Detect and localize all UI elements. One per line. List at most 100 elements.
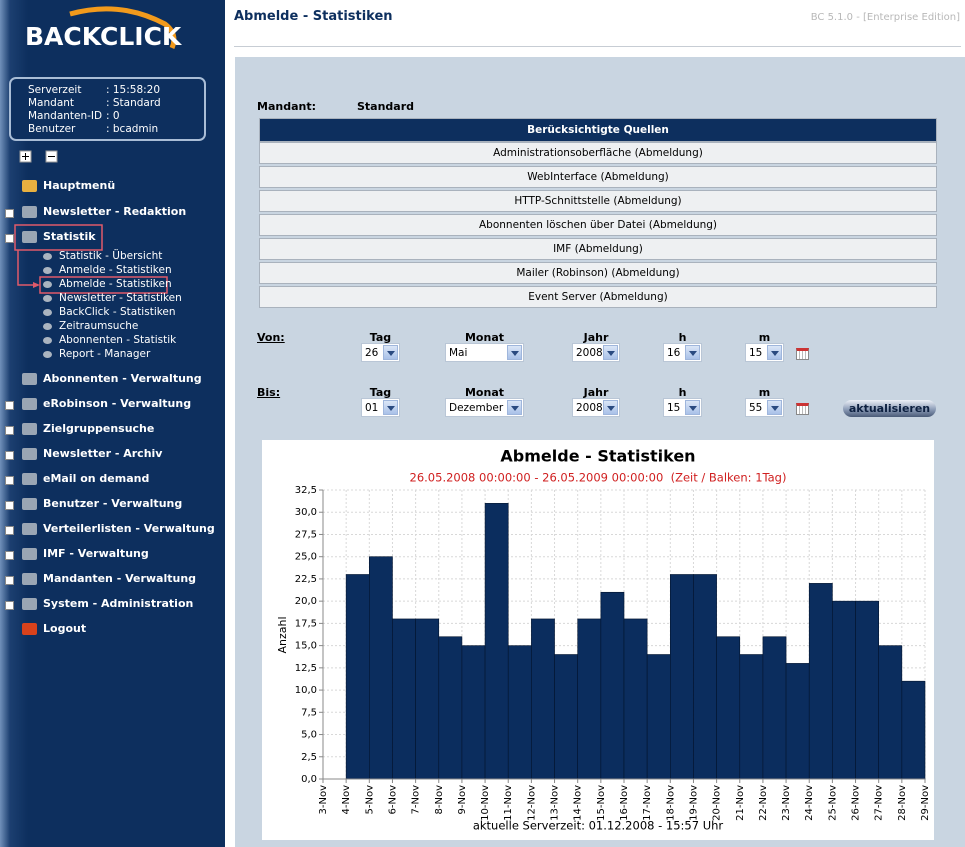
dropdown-arrow[interactable]: [685, 345, 700, 360]
tree-toggle[interactable]: [5, 576, 14, 585]
menu-item[interactable]: Hauptmenü: [43, 179, 116, 192]
tree-toggle[interactable]: [5, 426, 14, 435]
submenu-item[interactable]: Anmelde - Statistiken: [59, 264, 172, 276]
submenu-item[interactable]: Statistik - Übersicht: [59, 250, 163, 262]
y-tick-label: 10,0: [295, 685, 317, 696]
dropdown-arrow[interactable]: [603, 400, 618, 415]
menu-item[interactable]: Mandanten - Verwaltung: [43, 572, 197, 585]
submenu-bullet: [43, 323, 52, 330]
update-button[interactable]: aktualisieren: [843, 400, 936, 417]
bar: [808, 583, 833, 780]
field-label: Monat: [464, 331, 504, 344]
submenu-item[interactable]: BackClick - Statistiken: [59, 306, 176, 318]
menu-icon: [22, 623, 37, 635]
arrow-head: [33, 282, 40, 288]
menu-item[interactable]: Abonnenten - Verwaltung: [43, 372, 202, 385]
menu-item[interactable]: Verteilerlisten - Verwaltung: [43, 522, 215, 535]
field-label: Tag: [369, 386, 392, 399]
form-label: Von:: [257, 331, 285, 344]
info-value: : bcadmin: [106, 123, 159, 135]
info-value: : 0: [106, 110, 120, 122]
select[interactable]: Mai: [445, 343, 524, 362]
tree-toggle[interactable]: [5, 526, 14, 535]
x-tick-label: 7-Nov: [411, 785, 422, 815]
submenu-item[interactable]: Abonnenten - Statistik: [59, 334, 177, 346]
select[interactable]: 01: [361, 398, 400, 417]
dropdown-arrow[interactable]: [383, 400, 398, 415]
select[interactable]: 2008: [572, 398, 620, 417]
menu-icon: [22, 473, 37, 485]
chart-title: Abmelde - Statistiken: [500, 447, 695, 466]
x-tick-label: 28-Nov: [897, 785, 908, 821]
menu-item[interactable]: Zielgruppensuche: [43, 422, 155, 435]
field-label: m: [758, 386, 771, 399]
bar: [762, 636, 787, 780]
y-tick-label: 20,0: [295, 596, 317, 607]
x-tick-label: 21-Nov: [735, 785, 746, 821]
bar: [415, 618, 440, 780]
submenu-bullet: [43, 309, 52, 316]
submenu-item[interactable]: Newsletter - Statistiken: [59, 292, 182, 304]
tree-toggle[interactable]: [5, 501, 14, 510]
dropdown-arrow[interactable]: [767, 400, 782, 415]
dropdown-arrow[interactable]: [507, 400, 522, 415]
logo-swoosh: [69, 6, 177, 49]
tree-toggle[interactable]: [5, 234, 14, 243]
info-label: Benutzer: [28, 123, 76, 135]
menu-item[interactable]: eMail on demand: [43, 472, 150, 485]
field-label: h: [678, 386, 687, 399]
submenu-item[interactable]: Zeitraumsuche: [59, 320, 139, 332]
tree-toggle[interactable]: [5, 551, 14, 560]
field-label: Tag: [369, 331, 392, 344]
tree-toggle[interactable]: [5, 209, 14, 218]
info-label: Mandant: [28, 97, 75, 109]
menu-item[interactable]: eRobinson - Verwaltung: [43, 397, 192, 410]
select[interactable]: 2008: [572, 343, 620, 362]
menu-item[interactable]: Logout: [43, 622, 87, 635]
select[interactable]: 16: [663, 343, 702, 362]
dropdown-arrow[interactable]: [383, 345, 398, 360]
y-tick-label: 5,0: [301, 730, 317, 741]
calendar-icon[interactable]: [796, 403, 809, 415]
dropdown-arrow[interactable]: [767, 345, 782, 360]
select[interactable]: 15: [745, 343, 784, 362]
dropdown-arrow[interactable]: [507, 345, 522, 360]
menu-item[interactable]: System - Administration: [43, 597, 194, 610]
menu-item[interactable]: Statistik: [43, 230, 96, 243]
menu-icon: [22, 573, 37, 585]
logo: BACKCLICK: [25, 22, 182, 51]
select[interactable]: 26: [361, 343, 400, 362]
x-tick-label: 23-Nov: [781, 785, 792, 821]
tree-toggle[interactable]: [5, 476, 14, 485]
x-tick-label: 8-Nov: [434, 785, 445, 815]
menu-item[interactable]: Newsletter - Archiv: [43, 447, 163, 460]
bar: [901, 680, 926, 780]
source-row: Administrationsoberfläche (Abmeldung): [259, 142, 937, 164]
menu-icon: [22, 448, 37, 460]
select[interactable]: Dezember: [445, 398, 524, 417]
menu-item[interactable]: IMF - Verwaltung: [43, 547, 149, 560]
menu-icon: [22, 231, 37, 243]
calendar-icon[interactable]: [796, 348, 809, 360]
connector: [17, 250, 38, 286]
field-label: h: [678, 331, 687, 344]
page-title: Abmelde - Statistiken: [234, 9, 393, 24]
submenu-item[interactable]: Report - Manager: [59, 348, 151, 360]
chart-panel: Abmelde - Statistiken 26.05.2008 00:00:0…: [262, 440, 934, 840]
y-tick-label: 22,5: [295, 574, 317, 585]
x-tick-label: 18-Nov: [665, 785, 676, 821]
y-tick-label: 17,5: [295, 618, 317, 629]
tree-toggle[interactable]: [5, 451, 14, 460]
tree-toggle[interactable]: [5, 601, 14, 610]
form-label: Bis:: [257, 386, 281, 399]
menu-item[interactable]: Newsletter - Redaktion: [43, 205, 187, 218]
dropdown-arrow[interactable]: [685, 400, 700, 415]
select[interactable]: 55: [745, 398, 784, 417]
select[interactable]: 15: [663, 398, 702, 417]
tree-toggle[interactable]: [5, 401, 14, 410]
submenu-item[interactable]: Abmelde - Statistiken: [59, 278, 172, 290]
sidebar: BACKCLICK Serverzeit: 15:58:20 Mandant: S…: [0, 0, 225, 847]
info-label: Mandanten-ID: [28, 110, 103, 122]
menu-item[interactable]: Benutzer - Verwaltung: [43, 497, 183, 510]
dropdown-arrow[interactable]: [603, 345, 618, 360]
